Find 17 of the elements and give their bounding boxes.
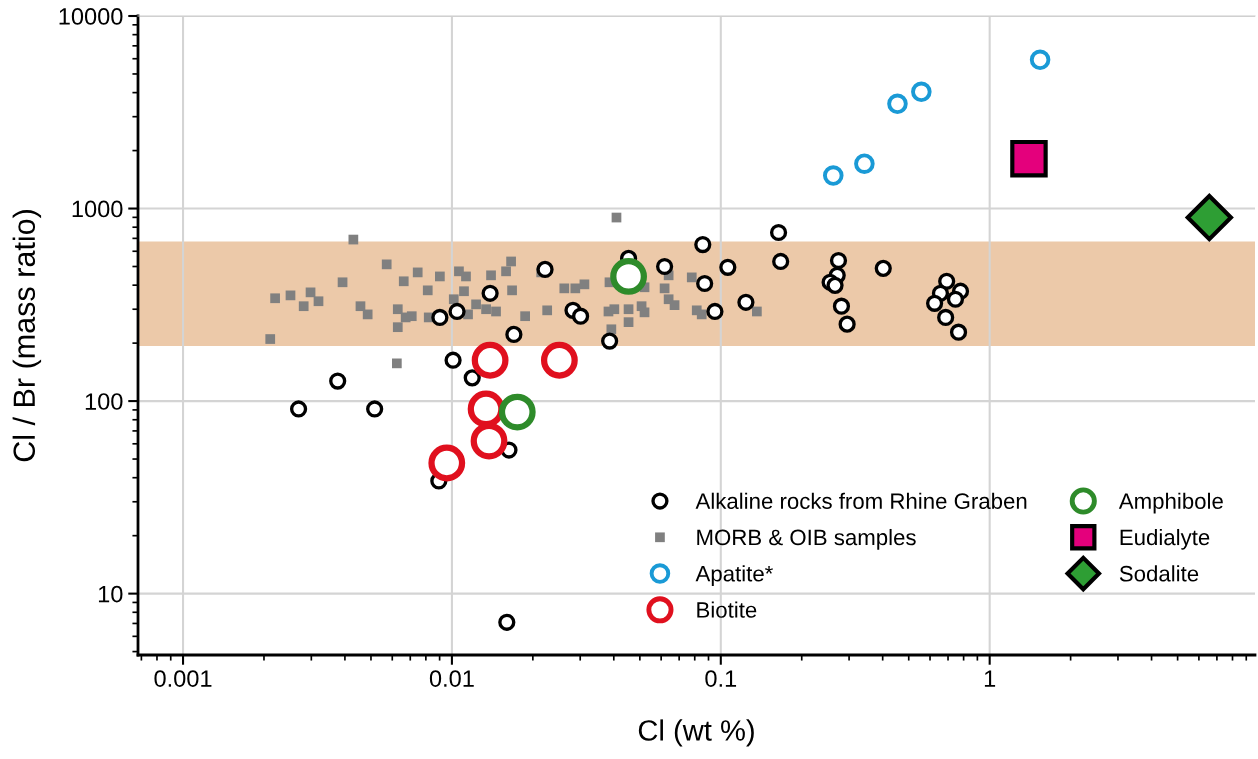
y-tick-label: 100 — [85, 393, 123, 410]
y-tick-label: 10 — [98, 585, 123, 603]
legend-label: MORB & OIB samples — [697, 528, 916, 550]
x-tick-label: 0.1 — [705, 670, 737, 687]
x-tick-label: 0.01 — [429, 670, 474, 687]
legend-label: Eudialyte — [1120, 528, 1210, 550]
y-axis-title: Cl / Br (mass ratio) — [12, 210, 42, 462]
x-tick-label: 1 — [984, 670, 996, 687]
legend-label: Apatite* — [695, 565, 773, 586]
legend-label: Sodalite — [1119, 565, 1199, 582]
y-tick-label: 1000 — [72, 200, 123, 218]
legend-label: Amphibole — [1118, 492, 1223, 514]
legend-label: Alkaline rocks from Rhine Graben — [695, 492, 1027, 510]
legend-label: Biotite — [697, 601, 757, 618]
x-axis-title: Cl (wt %) — [638, 719, 754, 747]
x-tick-label: 0.001 — [154, 670, 212, 687]
y-tick-label: 10000 — [59, 8, 123, 25]
